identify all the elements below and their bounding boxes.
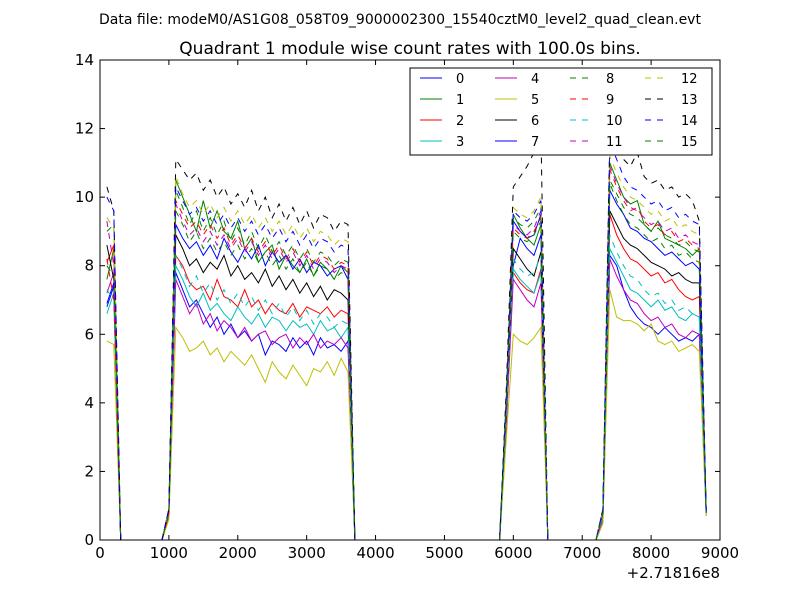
series-line-2 [106, 214, 707, 540]
y-tick-label: 12 [75, 120, 94, 138]
legend-label-9: 9 [606, 93, 614, 108]
series-line-14 [106, 142, 707, 540]
x-tick-label: 7000 [563, 544, 601, 562]
legend-label-1: 1 [456, 93, 464, 108]
y-tick-label: 10 [75, 188, 94, 206]
x-tick-label: 9000 [701, 544, 739, 562]
series-line-11 [106, 166, 707, 540]
series-line-9 [106, 169, 707, 540]
x-offset-label: +2.71816e8 [627, 564, 720, 582]
series-line-12 [106, 155, 707, 540]
legend-label-12: 12 [681, 72, 698, 87]
legend-label-7: 7 [531, 135, 539, 150]
x-tick-label: 1000 [150, 544, 188, 562]
y-tick-label: 14 [75, 51, 94, 69]
x-tick-label: 8000 [632, 544, 670, 562]
series-line-7 [106, 190, 707, 540]
plot-area [99, 59, 721, 541]
chart-title: Quadrant 1 module wise count rates with … [179, 39, 640, 59]
legend-label-10: 10 [606, 114, 623, 129]
legend-label-8: 8 [606, 72, 614, 87]
legend-label-6: 6 [531, 114, 539, 129]
legend-label-0: 0 [456, 72, 464, 87]
legend-label-5: 5 [531, 93, 539, 108]
x-tick-label: 0 [95, 544, 105, 562]
legend-label-15: 15 [681, 135, 698, 150]
plot-frame [99, 59, 721, 541]
legend-label-3: 3 [456, 135, 464, 150]
series-line-13 [106, 128, 707, 540]
series-line-3 [106, 248, 707, 540]
x-tick-label: 6000 [494, 544, 532, 562]
y-tick-label: 0 [84, 531, 94, 549]
series-line-5 [106, 289, 707, 540]
y-tick-label: 6 [84, 325, 94, 343]
x-tick-label: 4000 [356, 544, 394, 562]
x-tick-label: 5000 [425, 544, 463, 562]
x-axis: 0 1000 2000 3000 4000 5000 6000 7000 8000 9000 [95, 60, 739, 562]
legend-label-2: 2 [456, 114, 464, 129]
series-layer [106, 128, 707, 540]
legend-label-14: 14 [681, 114, 698, 129]
x-tick-label: 2000 [219, 544, 257, 562]
series-line-15 [106, 183, 707, 540]
series-line-10 [106, 234, 707, 540]
legend-label-13: 13 [681, 93, 698, 108]
data-file-label: Data file: modeM0/AS1G08_058T09_90000023… [99, 12, 701, 28]
y-tick-label: 2 [84, 462, 94, 480]
y-tick-label: 4 [84, 394, 94, 412]
x-tick-label: 3000 [288, 544, 326, 562]
y-tick-label: 8 [84, 257, 94, 275]
series-line-6 [106, 210, 707, 540]
legend-label-11: 11 [606, 135, 623, 150]
series-line-1 [106, 162, 707, 540]
legend-label-4: 4 [531, 72, 539, 87]
series-line-0 [106, 234, 707, 540]
